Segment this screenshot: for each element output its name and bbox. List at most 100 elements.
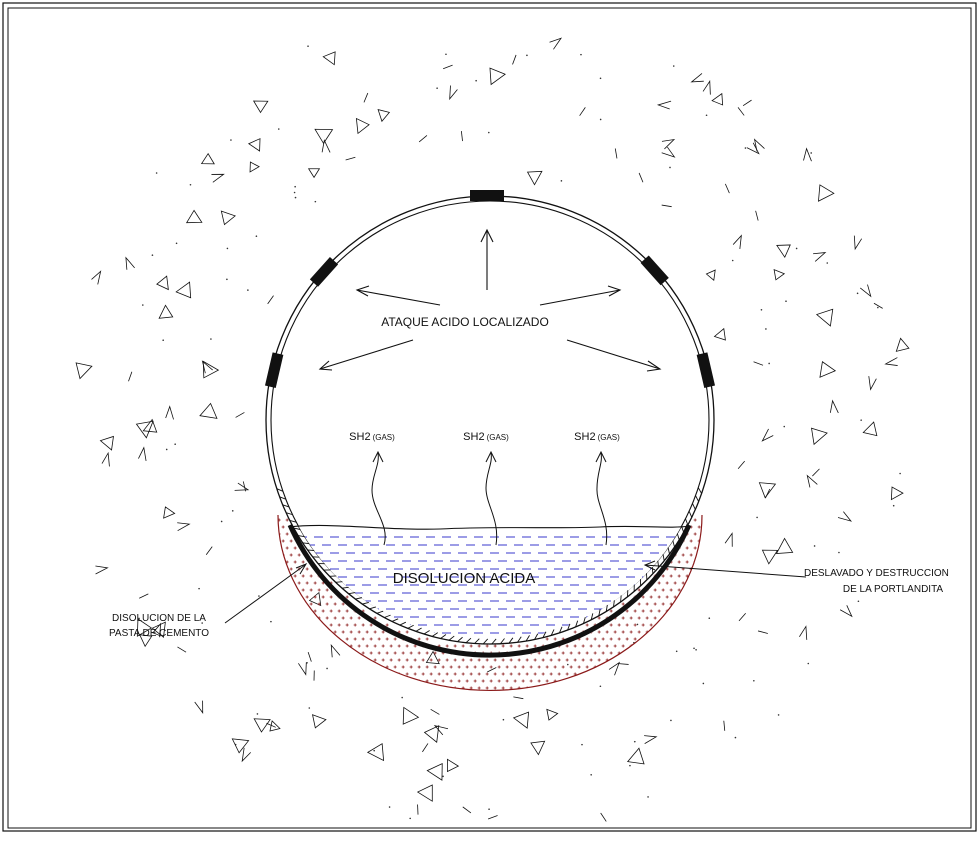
portlandite-cross-mark <box>354 638 357 641</box>
portlandite-cross-mark <box>342 659 345 662</box>
portlandite-cross-mark <box>502 645 505 648</box>
portlandite-cross-mark <box>378 666 381 669</box>
portlandite-cross-mark <box>438 673 441 676</box>
portlandite-cross-mark <box>654 659 657 662</box>
aggregate-mark <box>92 270 106 284</box>
portlandite-cross-mark <box>430 687 433 690</box>
portlandite-cross-mark <box>290 680 293 683</box>
portlandite-cross-mark <box>638 645 641 648</box>
portlandite-cross-mark <box>414 673 417 676</box>
aggregate-mark <box>838 512 852 526</box>
portlandite-cross-mark <box>298 582 301 585</box>
aggregate-mark <box>270 621 272 623</box>
aggregate-mark <box>95 566 107 574</box>
portlandite-cross-mark <box>698 680 701 683</box>
portlandite-cross-mark <box>318 687 321 690</box>
aggregate-mark <box>783 426 785 428</box>
gas-note: (GAS) <box>487 433 510 442</box>
portlandite-cross-mark <box>702 547 705 550</box>
portlandite-cross-mark <box>338 680 341 683</box>
portlandite-cross-mark <box>314 624 317 627</box>
portlandite-cross-mark <box>358 631 361 634</box>
portlandite-cross-mark <box>498 666 501 669</box>
portlandite-cross-mark <box>486 687 489 690</box>
aggregate-mark <box>373 750 375 752</box>
aggregate-mark <box>409 818 411 820</box>
aggregate-mark <box>323 48 340 65</box>
portlandite-cross-mark <box>658 680 661 683</box>
portlandite-cross-mark <box>646 659 649 662</box>
portlandite-cross-mark <box>390 687 393 690</box>
aggregate-mark <box>162 339 164 341</box>
portlandite-cross-mark <box>290 582 293 585</box>
portlandite-cross-mark <box>694 645 697 648</box>
gas-note: (GAS) <box>373 433 396 442</box>
portlandite-cross-mark <box>566 687 569 690</box>
portlandite-cross-mark <box>678 659 681 662</box>
aggregate-mark <box>644 735 657 744</box>
portlandite-cross-mark <box>622 617 625 620</box>
portlandite-cross-mark <box>702 617 705 620</box>
portlandite-cross-mark <box>530 680 533 683</box>
aggregate-mark <box>747 143 761 157</box>
portlandite-cross-mark <box>294 673 297 676</box>
aggregate-mark <box>70 357 92 379</box>
portlandite-cross-mark <box>398 659 401 662</box>
portlandite-cross-mark <box>706 638 709 641</box>
portlandite-cross-mark <box>498 680 501 683</box>
portlandite-cross-mark <box>422 687 425 690</box>
portlandite-cross-mark <box>302 617 305 620</box>
portlandite-cross-mark <box>318 673 321 676</box>
portlandite-cross-mark <box>478 687 481 690</box>
aggregate-mark <box>703 683 705 685</box>
portlandite-cross-mark <box>678 603 681 606</box>
portlandite-cross-mark <box>270 533 273 536</box>
aggregate-mark <box>247 289 249 291</box>
portlandite-cross-mark <box>306 596 309 599</box>
portlandite-cross-mark <box>414 659 417 662</box>
portlandite-cross-mark <box>394 680 397 683</box>
aggregate-mark <box>159 305 176 323</box>
portlandite-cross-mark <box>626 638 629 641</box>
portlandite-cross-mark <box>358 617 361 620</box>
aggregate-mark <box>186 210 201 222</box>
portlandite-cross-mark <box>354 666 357 669</box>
portlandite-cross-mark <box>666 652 669 655</box>
aggregate-mark <box>295 197 297 199</box>
portlandite-cross-mark <box>706 582 709 585</box>
portlandite-cross-mark <box>630 631 633 634</box>
aggregate-mark <box>315 201 317 203</box>
portlandite-cross-mark <box>394 666 397 669</box>
portlandite-cross-mark <box>658 638 661 641</box>
portlandite-cross-mark <box>610 652 613 655</box>
portlandite-cross-mark <box>274 680 277 683</box>
portlandite-cross-mark <box>278 617 281 620</box>
aggregate-mark <box>513 695 523 700</box>
portlandite-cross-mark <box>538 666 541 669</box>
portlandite-cross-mark <box>362 666 365 669</box>
aggregate-mark <box>378 107 391 122</box>
aggregate-mark <box>590 774 592 776</box>
portlandite-cross-mark <box>710 561 713 564</box>
portlandite-cross-mark <box>310 673 313 676</box>
portlandite-cross-mark <box>358 673 361 676</box>
portlandite-cross-mark <box>334 617 337 620</box>
aggregate-mark <box>639 173 643 183</box>
portlandite-cross-mark <box>410 680 413 683</box>
aggregate-mark <box>196 361 218 382</box>
aggregate-mark <box>733 235 746 249</box>
aggregate-mark <box>753 680 755 682</box>
portlandite-cross-mark <box>370 638 373 641</box>
aggregate-mark <box>202 154 215 164</box>
portlandite-cross-mark <box>550 659 553 662</box>
portlandite-cross-mark <box>710 659 713 662</box>
aggregate-mark <box>298 662 307 675</box>
aggregate-mark <box>860 419 862 421</box>
portlandite-cross-mark <box>682 680 685 683</box>
portlandite-cross-mark <box>562 652 565 655</box>
portlandite-cross-mark <box>698 526 701 529</box>
aggregate-mark <box>256 235 258 237</box>
portlandite-cross-mark <box>314 652 317 655</box>
aggregate-mark <box>759 429 773 443</box>
aggregate-mark <box>257 713 259 715</box>
